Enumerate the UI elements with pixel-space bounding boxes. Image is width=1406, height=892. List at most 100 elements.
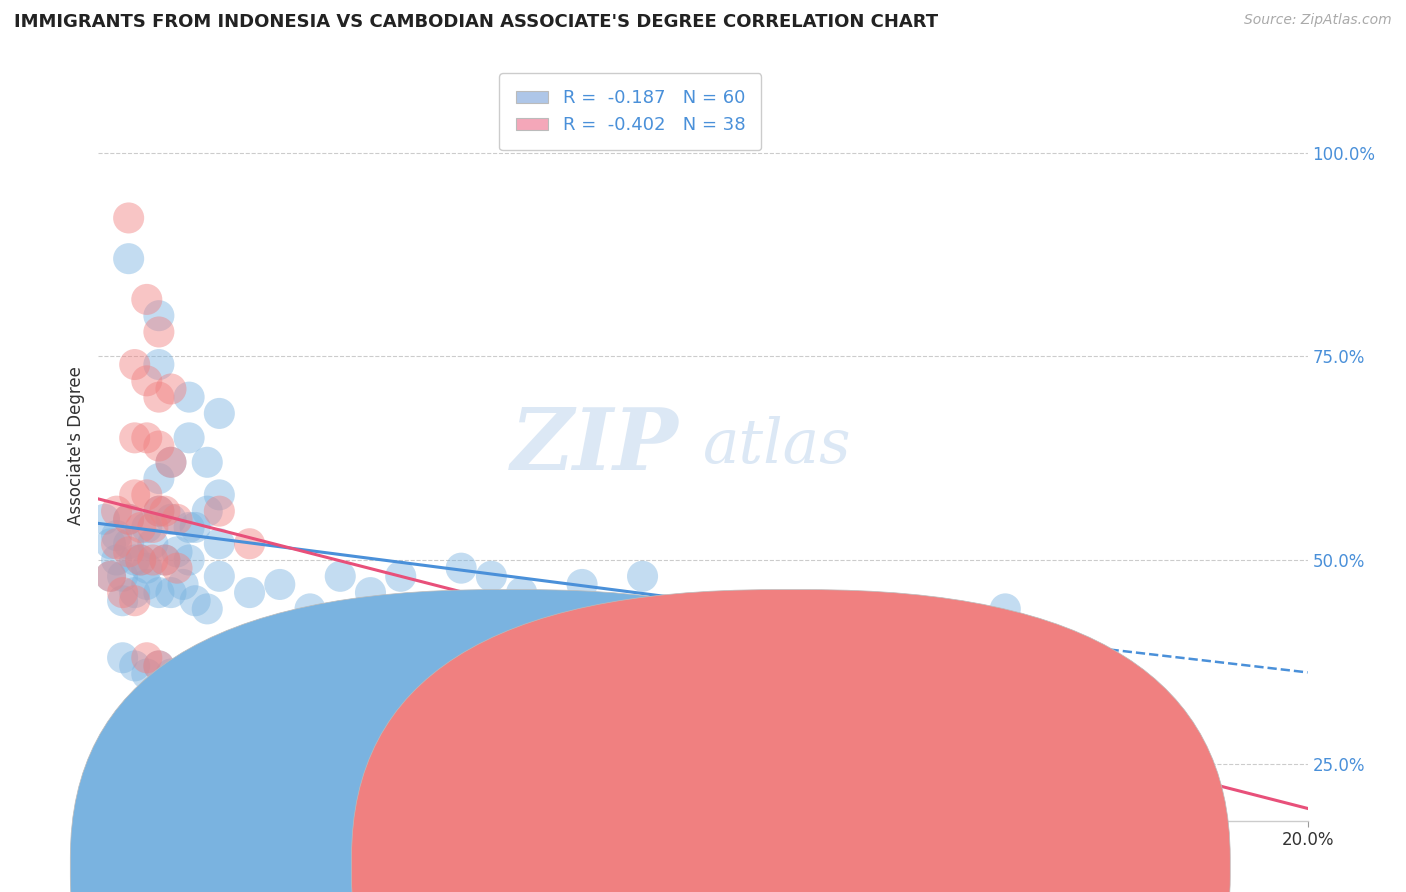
Point [208,569,231,583]
Point [135,577,157,591]
Point [269,683,291,698]
Point [105,528,128,542]
Point [208,504,231,518]
Point [239,675,262,690]
Point [239,585,262,599]
Point [571,577,593,591]
Point [160,382,183,396]
Point [873,602,896,616]
Point [160,667,183,681]
Point [195,455,218,469]
Point [129,520,152,534]
Point [179,390,201,404]
Point [172,577,194,591]
Text: atlas: atlas [703,416,852,476]
Point [129,553,152,567]
Point [124,358,146,372]
Point [208,675,231,690]
Point [124,659,146,673]
Point [153,553,176,567]
Point [135,650,157,665]
Point [160,455,183,469]
Point [160,455,183,469]
Point [135,667,157,681]
Point [631,569,654,583]
Point [389,569,412,583]
Point [118,252,141,266]
Point [184,593,207,607]
Point [118,545,141,559]
Point [124,553,146,567]
Point [105,537,128,551]
Point [148,472,170,486]
Point [118,537,141,551]
Point [142,520,165,534]
Point [142,537,165,551]
Text: Source: ZipAtlas.com: Source: ZipAtlas.com [1244,13,1392,28]
Point [111,569,134,583]
Point [111,593,134,607]
Point [100,569,122,583]
Point [135,561,157,575]
Point [179,667,201,681]
Point [118,512,141,526]
Point [148,390,170,404]
Point [135,520,157,534]
Point [360,585,382,599]
Point [166,561,188,575]
Point [118,211,141,225]
Point [148,358,170,372]
Point [100,537,122,551]
Point [299,602,322,616]
Point [148,504,170,518]
Point [148,585,170,599]
Point [148,325,170,339]
Point [179,520,201,534]
Point [329,569,352,583]
Point [135,293,157,307]
Point [208,537,231,551]
Point [153,504,176,518]
Point [111,650,134,665]
Text: ZIP: ZIP [510,404,679,488]
Text: IMMIGRANTS FROM INDONESIA VS CAMBODIAN ASSOCIATE'S DEGREE CORRELATION CHART: IMMIGRANTS FROM INDONESIA VS CAMBODIAN A… [14,13,938,31]
Point [111,585,134,599]
Point [179,553,201,567]
Point [195,504,218,518]
Point [105,504,128,518]
Point [208,667,231,681]
Point [195,602,218,616]
Text: Cambodians: Cambodians [815,860,911,874]
Point [142,553,165,567]
Point [124,431,146,445]
Point [208,406,231,420]
Point [93,512,115,526]
Point [148,504,170,518]
Point [160,512,183,526]
Y-axis label: Associate's Degree: Associate's Degree [66,367,84,525]
Point [166,512,188,526]
Point [135,488,157,502]
Point [269,577,291,591]
Point [148,659,170,673]
Point [124,593,146,607]
Point [166,545,188,559]
Point [124,488,146,502]
Point [510,585,533,599]
Legend: R =  -0.187   N = 60, R =  -0.402   N = 38: R = -0.187 N = 60, R = -0.402 N = 38 [499,73,762,151]
Point [481,569,503,583]
Point [100,569,122,583]
Point [179,431,201,445]
Point [450,561,472,575]
Point [160,585,183,599]
Point [105,553,128,567]
Point [124,585,146,599]
Point [135,431,157,445]
Point [153,553,176,567]
Point [135,374,157,388]
Point [118,512,141,526]
Point [179,675,201,690]
Point [148,659,170,673]
Point [208,488,231,502]
Point [129,553,152,567]
